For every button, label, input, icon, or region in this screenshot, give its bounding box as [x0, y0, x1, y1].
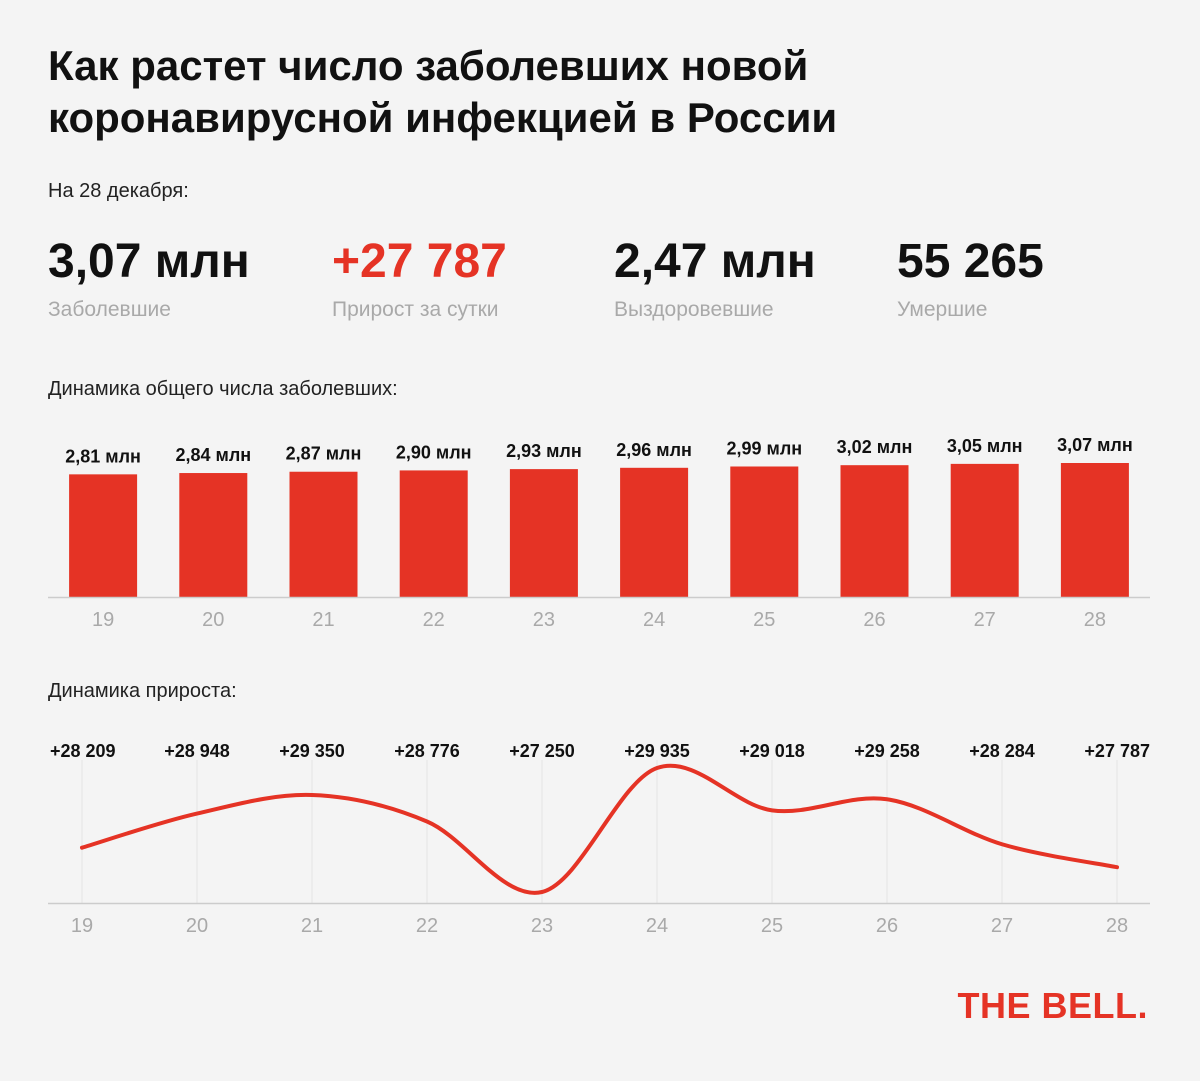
bar-27 — [950, 463, 1019, 597]
line-value-label: +29 350 — [279, 741, 345, 761]
stat-cases-label: Заболевшие — [48, 298, 171, 321]
bar-19 — [69, 474, 138, 597]
line-chart: +28 209 19 +28 948 20 +29 350 21 +28 776 22 +27 … — [48, 741, 1150, 937]
line-x-tick: 26 — [876, 915, 898, 937]
stat-daily-increase-value: +27 787 — [332, 235, 507, 288]
bar-value-label: 3,07 млн — [1057, 435, 1133, 455]
line-x-tick: 21 — [301, 915, 323, 937]
bar-value-label: 2,90 млн — [396, 442, 472, 462]
stat-recovered: 2,47 млн Выздоровевшие — [614, 232, 816, 322]
stat-cases: 3,07 млн Заболевшие — [48, 232, 250, 322]
stat-daily-increase-label: Прирост за сутки — [332, 298, 499, 321]
line-chart-title: Динамика прироста: — [48, 680, 237, 702]
bar-x-tick: 27 — [974, 609, 996, 631]
line-value-label: +28 284 — [969, 741, 1035, 761]
bar-value-label: 3,05 млн — [947, 436, 1023, 456]
bar-x-tick: 23 — [533, 609, 555, 631]
bar-chart: 2,81 млн 19 2,84 млн 20 2,87 млн 21 2,90 млн 22… — [48, 435, 1150, 631]
bar-x-tick: 26 — [863, 609, 885, 631]
bar-x-tick: 25 — [753, 609, 775, 631]
line-value-label: +27 787 — [1084, 741, 1150, 761]
bar-x-tick: 22 — [423, 609, 445, 631]
bar-chart-title: Динамика общего числа заболевших: — [48, 378, 398, 400]
bar-25 — [730, 466, 799, 597]
bar-value-label: 2,81 млн — [65, 446, 141, 466]
line-x-tick: 28 — [1106, 915, 1128, 937]
line-value-label: +29 258 — [854, 741, 920, 761]
line-value-label: +28 776 — [394, 741, 460, 761]
bar-24 — [620, 467, 689, 597]
bar-value-label: 2,87 млн — [286, 444, 362, 464]
the-bell-logo: THE BELL. — [957, 985, 1148, 1026]
line-value-label: +29 018 — [739, 741, 805, 761]
line-x-tick: 23 — [531, 915, 553, 937]
stat-deaths-label: Умершие — [897, 298, 988, 321]
stat-cases-value: 3,07 млн — [48, 235, 250, 288]
bar-value-label: 3,02 млн — [837, 437, 913, 457]
bar-x-tick: 21 — [312, 609, 334, 631]
line-x-tick: 20 — [186, 915, 208, 937]
title-line-1: Как растет число заболевших новой — [48, 42, 809, 89]
bar-28 — [1060, 463, 1129, 597]
stat-daily-increase: +27 787 Прирост за сутки — [332, 232, 507, 322]
increase-series-line — [80, 763, 1119, 895]
line-value-label: +28 209 — [50, 741, 116, 761]
line-x-tick: 27 — [991, 915, 1013, 937]
page-title: Как растет число заболевших новой корона… — [48, 40, 1048, 144]
line-x-tick: 22 — [416, 915, 438, 937]
date-label: На 28 декабря: — [48, 180, 189, 202]
line-x-tick: 25 — [761, 915, 783, 937]
title-line-2: коронавирусной инфекцией в России — [48, 94, 838, 141]
bar-23 — [509, 469, 578, 597]
bar-20 — [179, 473, 248, 597]
bar-value-label: 2,84 млн — [175, 445, 251, 465]
bar-value-label: 2,96 млн — [616, 440, 692, 460]
bar-22 — [399, 470, 468, 597]
line-value-label: +28 948 — [164, 741, 230, 761]
line-value-label: +29 935 — [624, 741, 690, 761]
stat-recovered-value: 2,47 млн — [614, 235, 816, 288]
line-value-label: +27 250 — [509, 741, 575, 761]
bar-value-label: 2,99 млн — [726, 438, 802, 458]
bar-x-tick: 24 — [643, 609, 665, 631]
bar-26 — [840, 465, 909, 597]
bar-x-tick: 19 — [92, 609, 114, 631]
line-x-tick: 24 — [646, 915, 668, 937]
line-x-tick: 19 — [71, 915, 93, 937]
bar-21 — [289, 471, 358, 597]
stat-deaths-value: 55 265 — [897, 235, 1044, 288]
bar-value-label: 2,93 млн — [506, 441, 582, 461]
stat-recovered-label: Выздоровевшие — [614, 298, 774, 321]
bar-x-tick: 28 — [1084, 609, 1106, 631]
stat-deaths: 55 265 Умершие — [897, 232, 1044, 322]
bar-x-tick: 20 — [202, 609, 224, 631]
